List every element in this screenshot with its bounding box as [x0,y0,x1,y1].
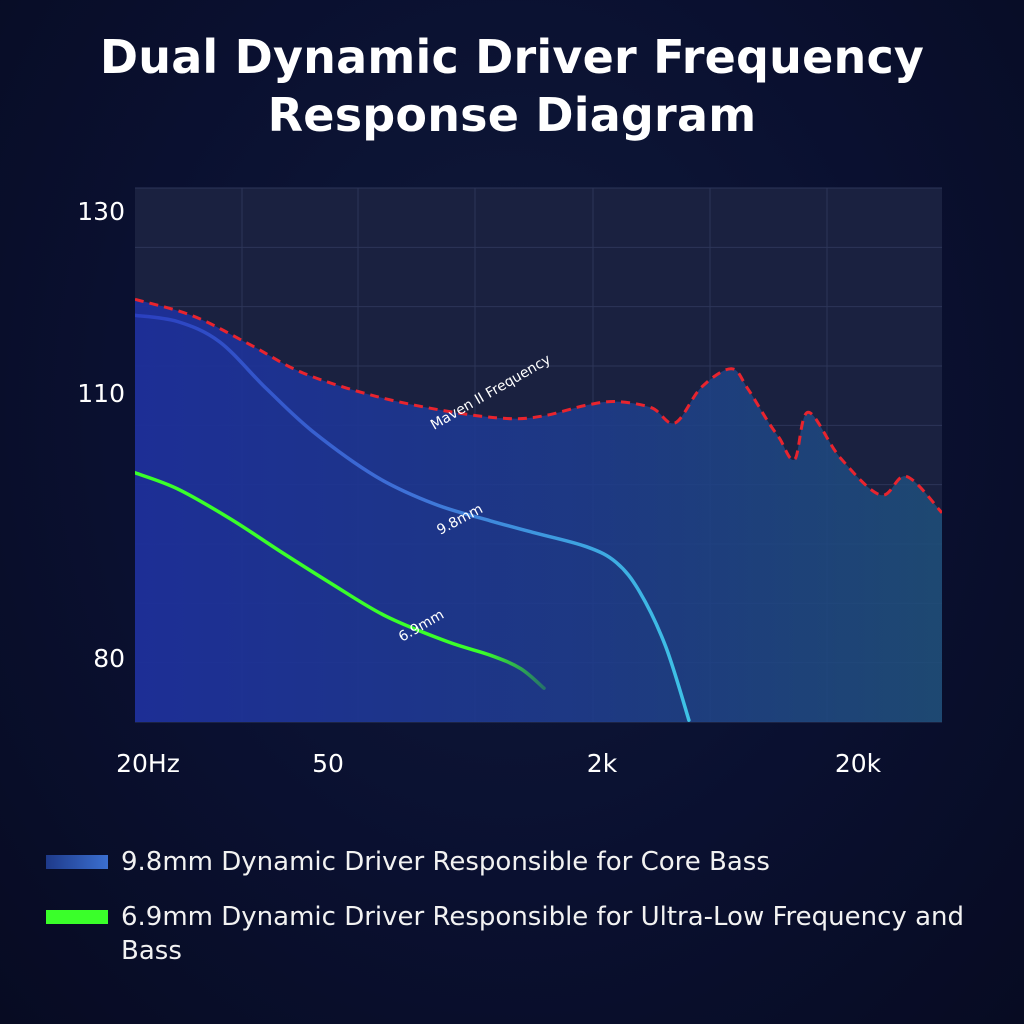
chart-title-line-2: Response Diagram [267,88,757,142]
y-tick-label: 110 [77,379,125,408]
legend-label: 9.8mm Dynamic Driver Responsible for Cor… [121,847,770,877]
response-area-fill [135,299,942,722]
series-line-maven-ii [135,297,942,514]
x-tick-label: 20k [835,749,882,778]
series-line-6-9mm [135,471,546,690]
series-line-9-8mm [135,313,691,722]
y-tick-label: 80 [93,644,125,673]
x-tick-label: 50 [312,749,344,778]
chart-title: Dual Dynamic Driver Frequency Response D… [0,28,1024,144]
y-tick-label: 130 [77,197,125,226]
legend-label: 6.9mm Dynamic Driver Responsible for Ult… [121,902,964,966]
x-tick-label: 2k [587,749,618,778]
legend-swatch-blue [46,855,108,869]
chart-title-line-1: Dual Dynamic Driver Frequency [99,30,925,84]
x-tick-label: 20Hz [116,749,180,778]
legend-swatch-green [46,910,108,924]
